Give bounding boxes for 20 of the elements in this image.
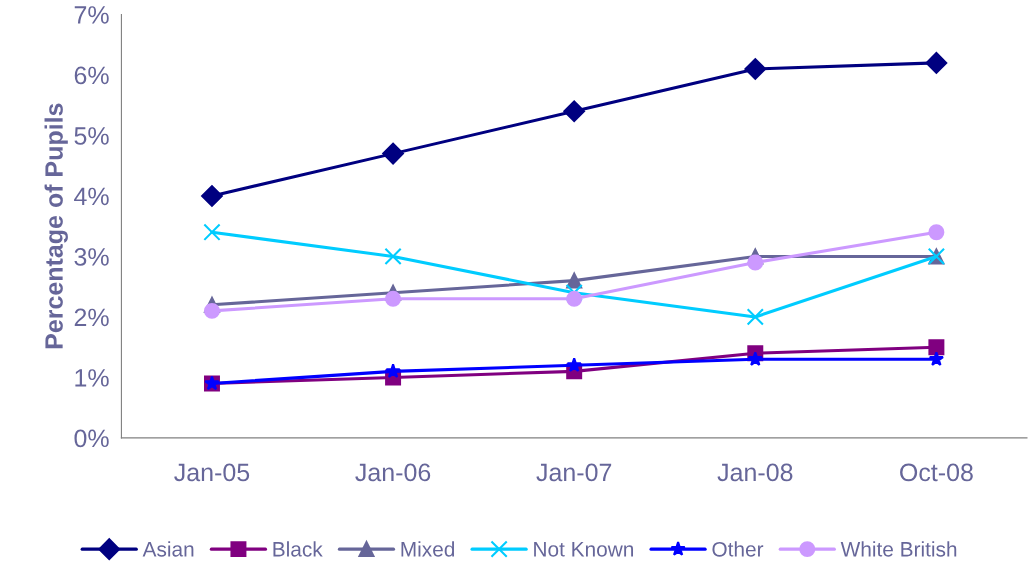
x-tick-label: Jan-08 <box>717 463 793 482</box>
y-tick-label: 5% <box>74 127 109 145</box>
legend-label: Mixed <box>401 541 455 557</box>
y-axis-title: Percentage of Pupils <box>44 103 68 349</box>
legend-label: Asian <box>142 541 194 557</box>
x-tick-label: Oct-08 <box>900 463 973 482</box>
y-tick-label: 3% <box>74 248 109 266</box>
legend-label: Other <box>712 541 764 557</box>
y-tick-label: 6% <box>74 66 109 85</box>
x-tick-label: Jan-06 <box>355 463 431 482</box>
x-tick-label: Jan-05 <box>174 463 250 482</box>
legend-label: Black <box>273 541 323 557</box>
x-tick-label: Jan-07 <box>536 463 612 482</box>
y-tick-label: 4% <box>74 187 109 206</box>
y-tick-label: 0% <box>74 429 109 448</box>
y-tick-label: 7% <box>74 6 109 24</box>
legend-label: Not Known <box>534 542 634 557</box>
y-tick-label: 2% <box>74 308 109 327</box>
legend-label: White British <box>840 541 957 557</box>
y-tick-label: 1% <box>75 369 109 387</box>
